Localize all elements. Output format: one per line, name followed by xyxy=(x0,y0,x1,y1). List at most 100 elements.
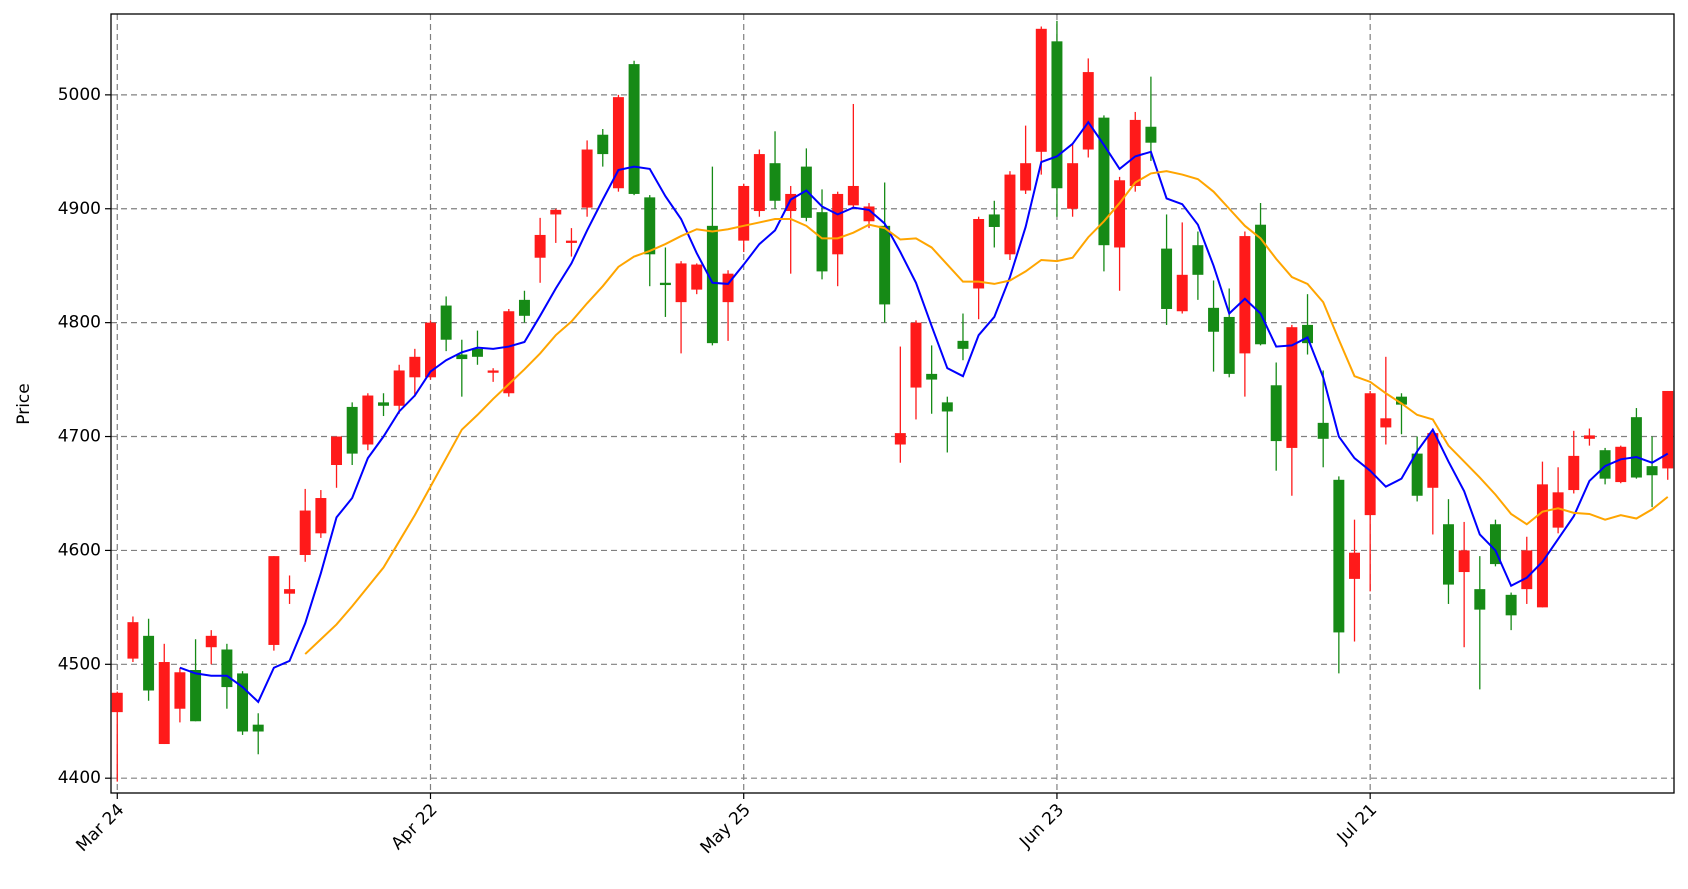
candle-body xyxy=(1646,466,1658,476)
candle-body xyxy=(941,402,953,412)
candle-body xyxy=(879,225,891,305)
candle-body xyxy=(425,322,436,378)
y-tick-label: 4500 xyxy=(58,654,101,674)
plot-frame xyxy=(110,13,1675,794)
candle-body xyxy=(346,406,358,454)
candle-body xyxy=(644,197,656,255)
candle-body xyxy=(1380,418,1392,428)
x-tick-label: Apr 22 xyxy=(388,800,442,854)
candle-body xyxy=(252,724,264,732)
candle-body xyxy=(393,370,405,406)
y-tick-label: 5000 xyxy=(58,85,101,105)
candle-body xyxy=(1302,324,1314,344)
candle-body xyxy=(1082,72,1094,150)
candle-body xyxy=(1521,550,1533,590)
candle-body xyxy=(378,402,389,406)
candle-body xyxy=(127,622,139,659)
candle-body xyxy=(1004,174,1016,255)
candle-body xyxy=(1427,433,1439,488)
candle-body xyxy=(1583,435,1595,439)
candle-body xyxy=(1270,385,1282,442)
candle-body xyxy=(471,348,483,357)
candle-body xyxy=(957,340,969,349)
candle-body xyxy=(1333,479,1345,633)
candle-body xyxy=(503,311,515,394)
candle-body xyxy=(1505,594,1517,616)
candle-body xyxy=(565,240,577,243)
candle-body xyxy=(1192,245,1204,275)
candle-body xyxy=(1223,316,1235,374)
candle-body xyxy=(1129,119,1141,186)
candle-body xyxy=(299,510,311,555)
candle-body xyxy=(221,649,233,688)
candle-body xyxy=(1051,41,1063,189)
candle-body xyxy=(847,185,859,206)
candle-body xyxy=(769,163,781,201)
candle-body xyxy=(1536,484,1548,608)
y-tick-label: 4700 xyxy=(58,427,101,447)
candle-body xyxy=(675,263,687,303)
candle-body xyxy=(1208,307,1220,332)
candle-body xyxy=(1020,163,1032,191)
candle-body xyxy=(550,209,562,215)
candle-body xyxy=(1552,492,1564,528)
candle-body xyxy=(1255,224,1267,345)
x-tick-label: Mar 24 xyxy=(72,800,128,856)
y-tick-label: 4900 xyxy=(58,199,101,219)
moving-average-line xyxy=(304,170,1669,655)
candle-body xyxy=(1411,453,1423,496)
candle-body xyxy=(597,134,609,155)
candle-body xyxy=(926,373,938,380)
candle-body xyxy=(1662,390,1674,469)
candle-body xyxy=(785,193,797,212)
candle-body xyxy=(1599,450,1611,479)
candle-body xyxy=(973,219,985,289)
candle-body xyxy=(1145,126,1157,143)
candle-body xyxy=(1239,236,1251,354)
candle-body xyxy=(205,635,217,648)
candle-body xyxy=(863,206,875,222)
candle-body xyxy=(1458,550,1470,573)
candle-body xyxy=(1098,117,1110,246)
candle-body xyxy=(612,97,624,189)
candle-body xyxy=(1615,446,1627,483)
candle-body xyxy=(894,433,906,445)
candle-body xyxy=(581,149,593,208)
candle-body xyxy=(143,635,155,691)
candle-body xyxy=(1286,327,1298,448)
candle-body xyxy=(174,672,186,709)
candle-body xyxy=(800,166,812,218)
candle-body xyxy=(988,214,1000,227)
candle-body xyxy=(190,670,202,722)
candle-body xyxy=(738,185,750,241)
candle-body xyxy=(1176,274,1188,312)
candle-body xyxy=(691,264,703,290)
candle-body xyxy=(456,354,468,360)
candle-body xyxy=(1489,524,1501,565)
candle-body xyxy=(331,436,343,465)
candle-body xyxy=(362,395,374,445)
candle-body xyxy=(1067,163,1079,209)
candle-body xyxy=(534,234,546,258)
candle-body xyxy=(440,305,452,340)
candle-body xyxy=(628,64,640,194)
candle-body xyxy=(816,212,828,272)
moving-average-line xyxy=(179,120,1669,704)
candle-body xyxy=(315,498,327,534)
y-tick-label: 4600 xyxy=(58,540,101,560)
candle-body xyxy=(409,356,421,378)
x-tick-label: Jun 23 xyxy=(1015,800,1068,853)
candle-body xyxy=(1114,180,1126,248)
candle-body xyxy=(706,225,718,344)
candle-body xyxy=(1474,589,1486,610)
candle-body xyxy=(910,322,922,388)
candle-body xyxy=(268,556,280,645)
y-tick-label: 4400 xyxy=(58,768,101,788)
candle-body xyxy=(722,273,734,303)
candle-body xyxy=(284,589,296,594)
candle-body xyxy=(832,193,844,255)
candle-body xyxy=(1317,422,1329,439)
x-tick-label: May 25 xyxy=(697,800,755,858)
candle-body xyxy=(518,299,530,316)
